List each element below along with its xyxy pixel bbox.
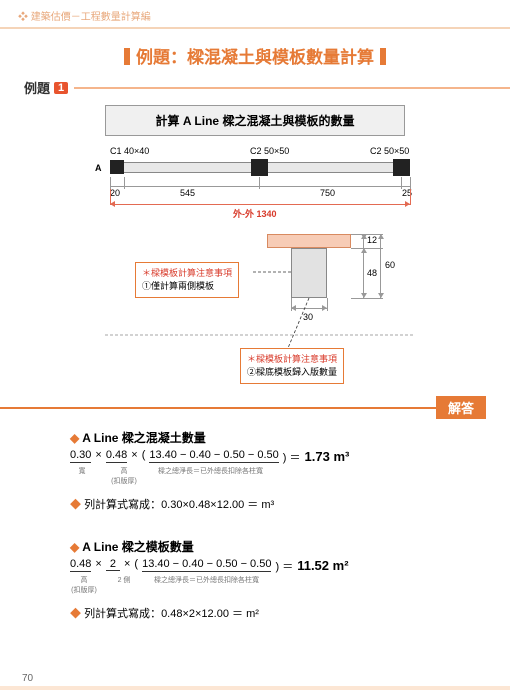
header-rule — [0, 27, 510, 29]
dim-left: 20 — [110, 188, 120, 198]
example-label: 例題 — [24, 78, 50, 97]
dim-span2: 750 — [320, 188, 335, 198]
header-chapter: ❖ 建築估價－工程數量計算編 — [0, 0, 510, 27]
note-box-1: ＊樑模板計算注意事項 ①僅計算兩側模板 — [135, 262, 239, 298]
col-label-c1: C1 40×40 — [110, 146, 149, 156]
calc-block-2: ◆A Line 樑之模板數量 0.48× 2× (13.40 − 0.40 − … — [70, 538, 510, 621]
dim-span1: 545 — [180, 188, 195, 198]
note-box-2: ＊樑模板計算注意事項 ②樑底模板歸入版數量 — [240, 348, 344, 384]
dim-total: 外-外 1340 — [233, 207, 277, 220]
col-label-c2: C2 50×50 — [250, 146, 289, 156]
dim-height: 60 — [385, 260, 395, 270]
a-label: A — [95, 163, 102, 173]
section-title: 例題：樑混凝土與模板數量計算 — [0, 43, 510, 68]
instruction-box: 計算 A Line 樑之混凝土與模板的數量 — [105, 105, 405, 136]
example-label-row: 例題 1 — [24, 78, 510, 97]
dim-top-t: 12 — [367, 235, 377, 245]
example-number: 1 — [54, 82, 68, 94]
calc-block-1: ◆A Line 樑之混凝土數量 0.30× 0.48× (13.40 − 0.4… — [70, 429, 510, 512]
page-footer: 70 — [0, 668, 510, 690]
dim-web-h: 48 — [367, 268, 377, 278]
col-label-c2b: C2 50×50 — [370, 146, 409, 156]
answer-row: 解答 — [0, 396, 486, 419]
page-number: 70 — [22, 673, 33, 684]
section-diagram: 12 48 60 30 ＊樑模板計算注意事項 ①僅計算兩側模板 ＊樑模板計算注意… — [85, 234, 425, 384]
answer-label: 解答 — [436, 396, 486, 419]
plan-diagram: C1 40×40 C2 50×50 C2 50×50 A 20 545 750 … — [95, 146, 415, 226]
